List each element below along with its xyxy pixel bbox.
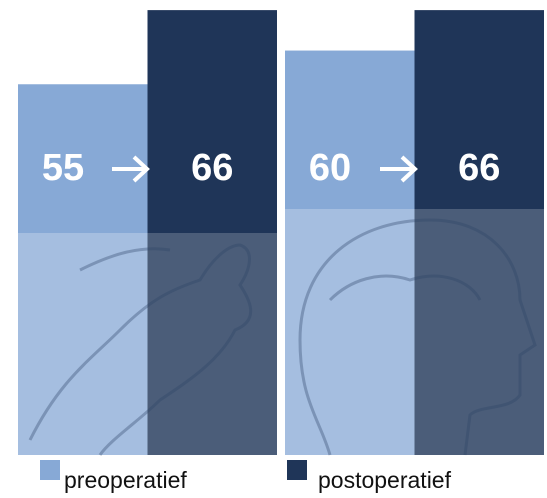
value-label: 66 bbox=[458, 147, 500, 189]
bars bbox=[18, 10, 544, 456]
value-label: 55 bbox=[42, 147, 84, 189]
bar-shade bbox=[285, 209, 415, 455]
bar-shade bbox=[18, 233, 148, 455]
bar bbox=[414, 10, 544, 455]
bar bbox=[18, 84, 148, 455]
legend-swatch bbox=[40, 460, 60, 480]
value-label: 66 bbox=[191, 147, 233, 189]
legend-swatch bbox=[287, 460, 307, 480]
value-label: 60 bbox=[309, 147, 351, 189]
bar-shade bbox=[147, 233, 277, 455]
bar-shade bbox=[414, 209, 544, 455]
legend-label: preoperatief bbox=[64, 467, 187, 493]
illustration bbox=[28, 218, 537, 456]
bar bbox=[147, 10, 277, 455]
bar bbox=[285, 50, 415, 456]
arrows bbox=[112, 155, 418, 183]
legend-label: postoperatief bbox=[318, 467, 452, 493]
value-labels: 55 66 60 66 bbox=[42, 147, 501, 189]
